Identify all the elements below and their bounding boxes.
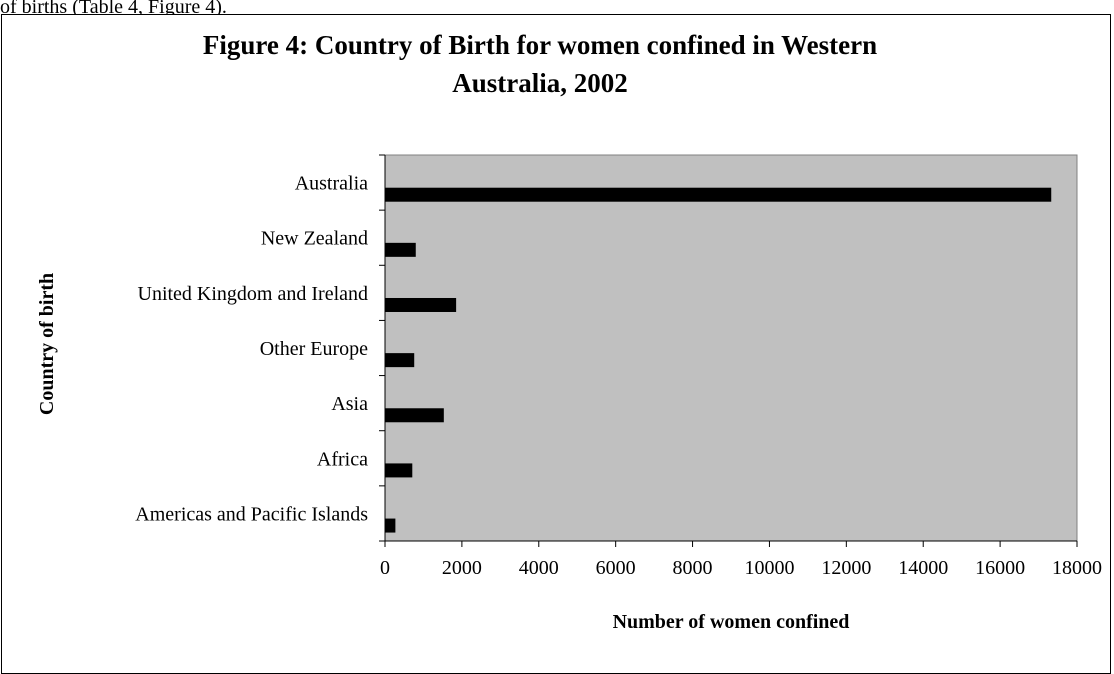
bar-asia — [385, 408, 444, 423]
bar-other-europe — [385, 353, 415, 368]
bar-new-zealand — [385, 242, 416, 257]
x-tick-label: 8000 — [673, 557, 713, 579]
body-text-fragment: of births (Table 4, Figure 4). — [0, 0, 227, 18]
bar-americas-and-pacific-islands — [385, 518, 396, 533]
chart-title: Figure 4: Country of Birth for women con… — [50, 26, 1030, 102]
category-label: Americas and Pacific Islands — [135, 503, 368, 525]
category-label: Asia — [331, 393, 368, 415]
chart-title-line-2: Australia, 2002 — [452, 68, 628, 98]
x-tick-label: 6000 — [596, 557, 636, 579]
x-tick-label: 12000 — [821, 557, 871, 579]
category-label: New Zealand — [261, 228, 368, 250]
plot-area — [384, 154, 1078, 542]
axes-group — [379, 154, 1078, 547]
x-tick-label: 2000 — [442, 557, 482, 579]
x-tick-label: 16000 — [975, 557, 1025, 579]
x-axis-title: Number of women confined — [613, 611, 850, 633]
x-tick-labels: 0 2000 4000 6000 8000 10000 12000 14000 16000 180… — [380, 557, 1102, 579]
x-tick-label: 14000 — [898, 557, 948, 579]
x-tick-label: 18000 — [1052, 557, 1102, 579]
x-tick-label: 0 — [380, 557, 390, 579]
category-label: Africa — [317, 448, 368, 470]
y-tick-labels: Australia New Zealand United Kingdom and I… — [135, 173, 368, 526]
bar-australia — [385, 187, 1052, 202]
chart-title-line-1: Figure 4: Country of Birth for women con… — [202, 30, 878, 60]
x-tick-label: 10000 — [744, 557, 794, 579]
bar-africa — [385, 463, 413, 478]
category-label: Other Europe — [260, 338, 368, 360]
category-label: United Kingdom and Ireland — [138, 283, 369, 305]
y-axis-title: Country of birth — [36, 273, 58, 415]
x-tick-label: 4000 — [519, 557, 559, 579]
category-label: Australia — [295, 173, 368, 195]
bar-united-kingdom-and-ireland — [385, 297, 457, 312]
bars-group — [385, 187, 1052, 533]
bar-chart: 0 2000 4000 6000 8000 10000 12000 14000 16000 180… — [36, 154, 1102, 633]
